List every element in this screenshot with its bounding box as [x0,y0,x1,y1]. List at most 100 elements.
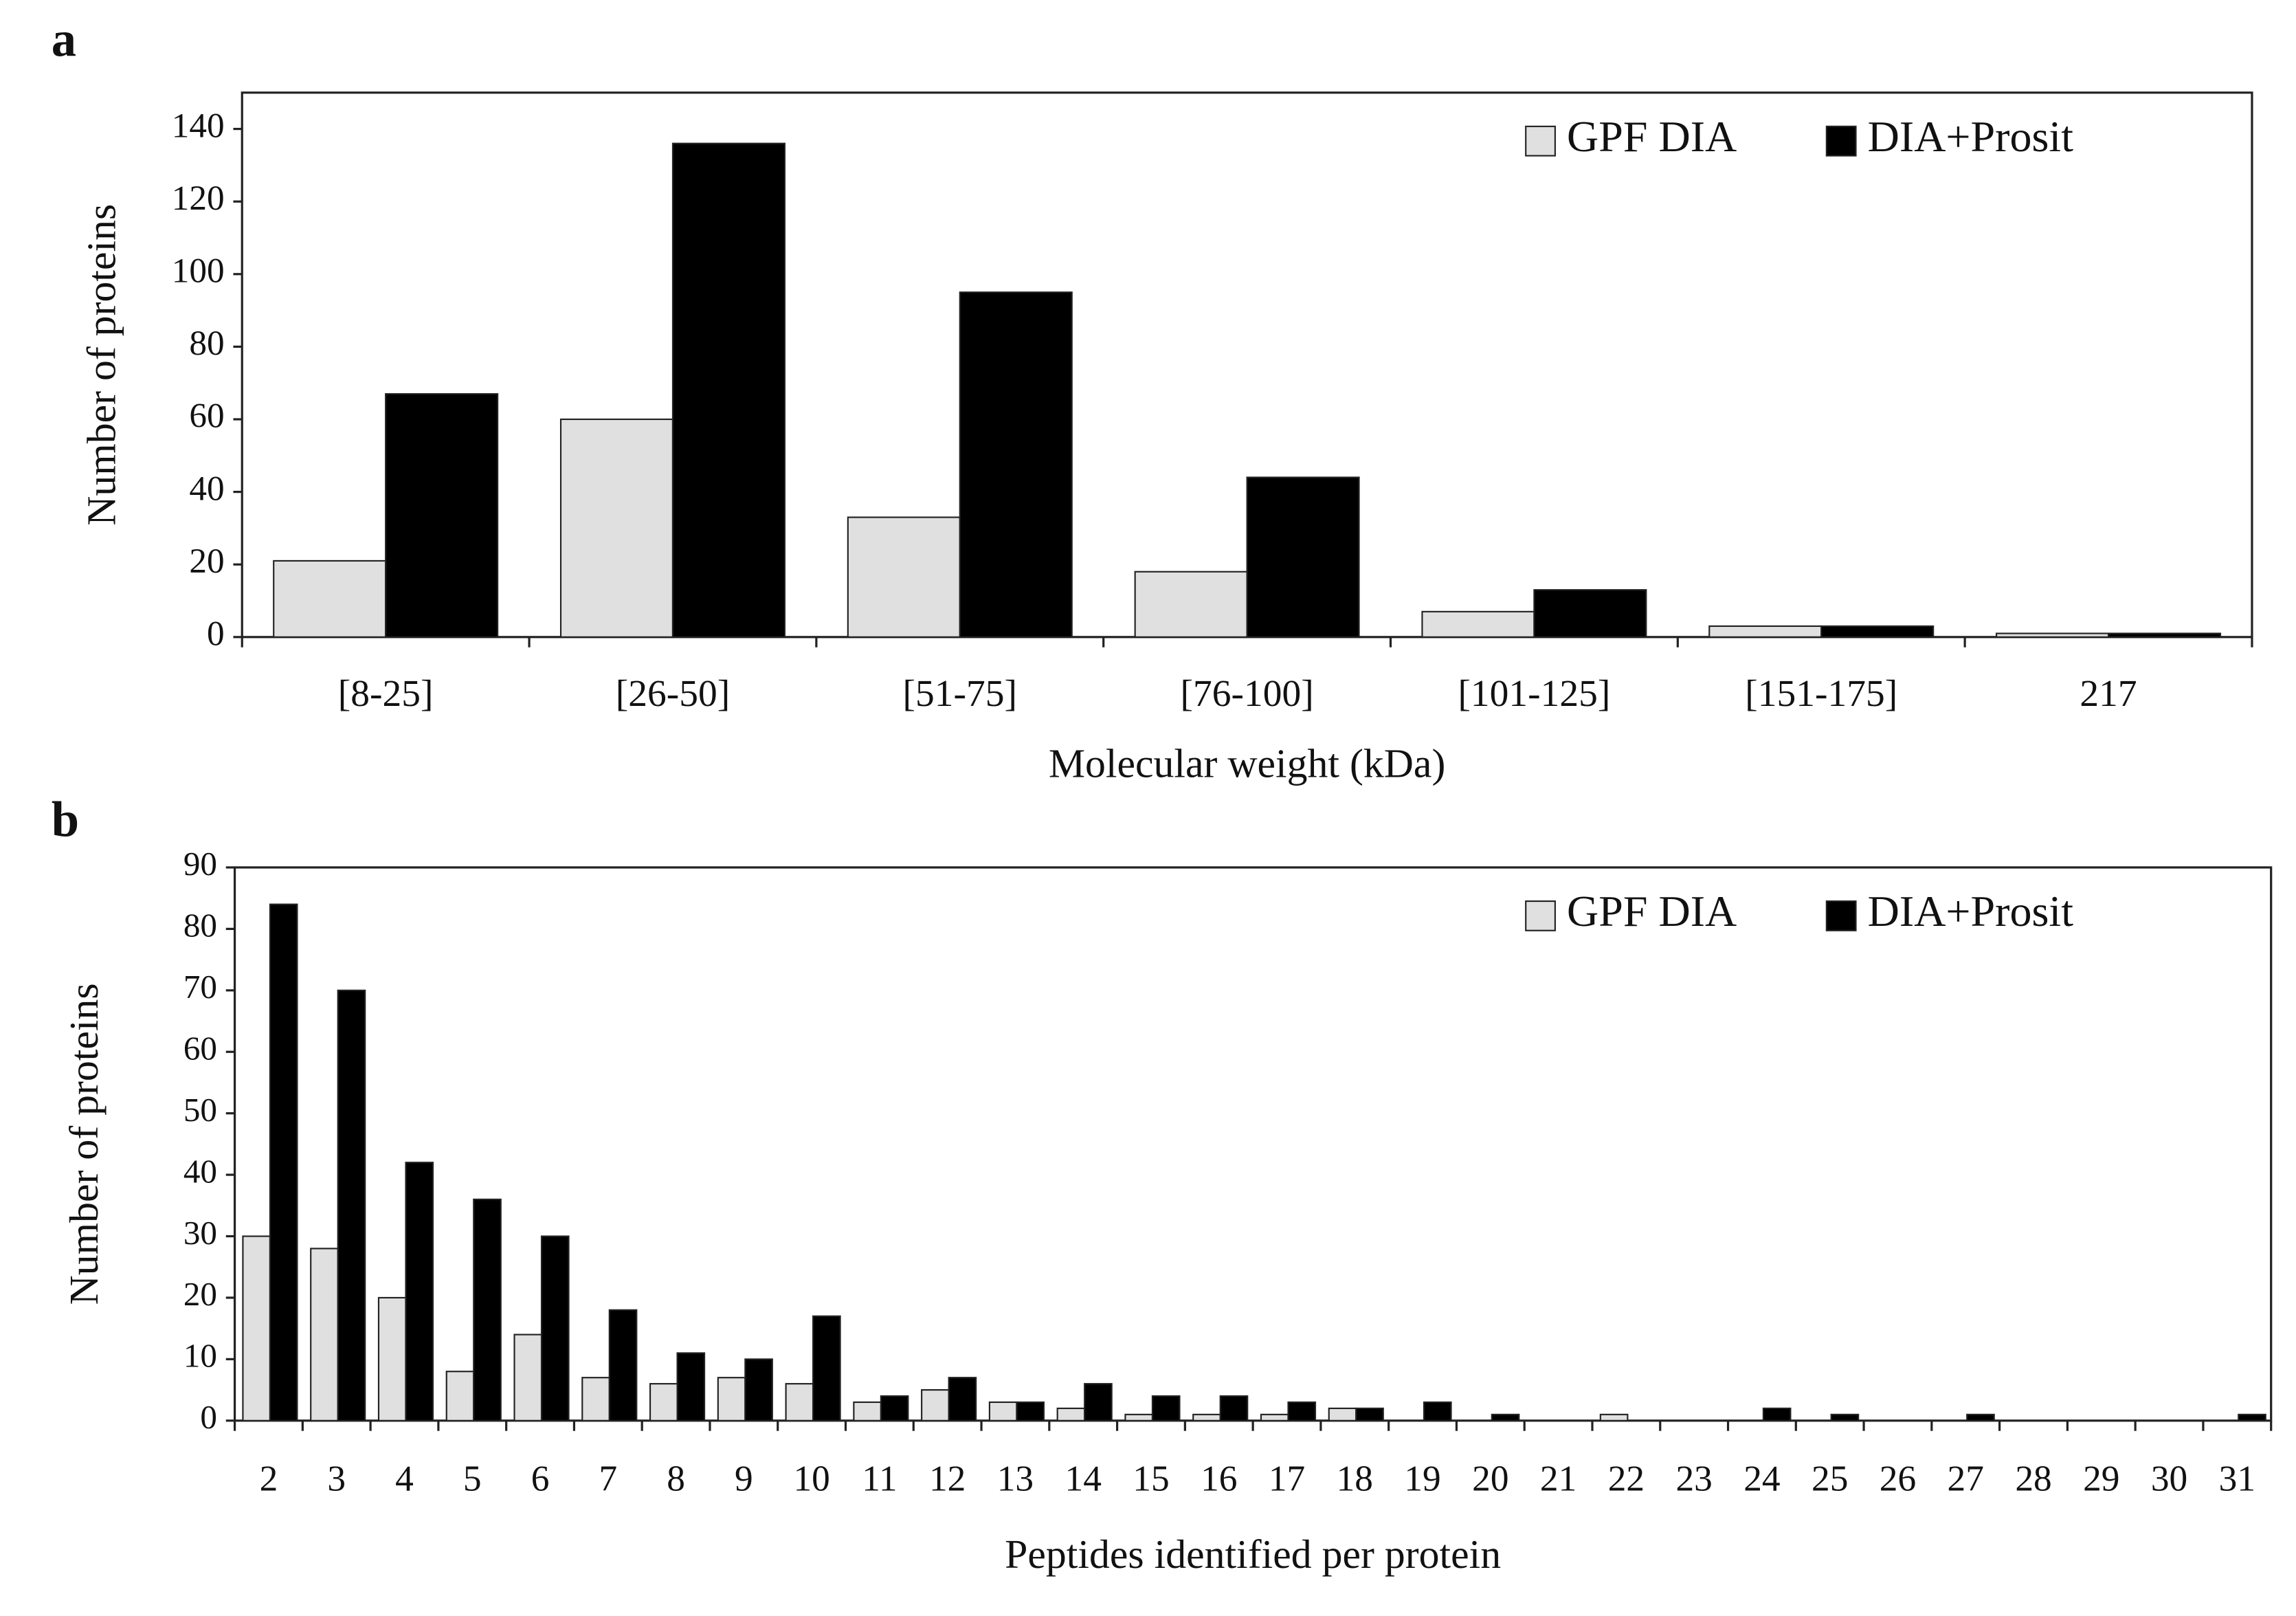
y-tick-label: 140 [172,106,225,145]
bar [1056,1407,1086,1421]
x-tick-label: 14 [1065,1458,1102,1499]
x-tick-label: 12 [929,1458,966,1499]
bar [1246,476,1360,638]
y-tick-label: 10 [183,1337,217,1375]
x-tick-label: 15 [1133,1458,1169,1499]
bar [513,1333,543,1421]
bar [2238,1413,2266,1421]
x-tick-label: 5 [463,1458,482,1499]
plot-frame [233,866,2273,1422]
x-tick-label: 8 [667,1458,685,1499]
y-tick-label: 20 [183,1275,217,1313]
bar [337,989,366,1421]
bar [1830,1413,1860,1421]
y-tick-label: 0 [200,1398,217,1436]
legend-swatch [1825,900,1857,931]
bar [717,1377,746,1421]
bar [1996,632,2110,638]
bar [405,1162,434,1421]
x-tick-label: 24 [1743,1458,1780,1499]
x-tick-label: 16 [1201,1458,1237,1499]
y-tick-label: 70 [183,968,217,1006]
bar [1762,1407,1792,1421]
y-tick-label: 60 [183,1030,217,1067]
bar [385,392,499,638]
x-tick-label: [76-100] [1180,673,1313,715]
bar [1533,589,1647,638]
bar [880,1395,909,1421]
bar [948,1377,977,1421]
x-tick-label: 30 [2151,1458,2187,1499]
x-tick-label: [51-75] [903,673,1017,715]
x-tick-label: [101-125] [1458,673,1610,715]
bar [1151,1395,1181,1421]
bar [676,1352,706,1421]
legend-swatch [1525,125,1556,157]
bar [988,1401,1018,1421]
bar [847,516,961,638]
y-tick-label: 30 [183,1214,217,1252]
bar [1328,1407,1357,1421]
x-tick-label: 26 [1880,1458,1916,1499]
y-axis-title: Number of proteins [78,204,124,526]
bar [1192,1413,1221,1421]
legend-label: GPF DIA [1567,887,1737,936]
bar [1084,1383,1113,1421]
x-tick-label: 21 [1540,1458,1576,1499]
x-tick-label: 20 [1472,1458,1508,1499]
panel-label: b [52,792,79,848]
bar [1708,625,1823,638]
bar [581,1377,610,1421]
x-tick-label: 29 [2083,1458,2119,1499]
x-tick-label: 31 [2219,1458,2255,1499]
x-tick-label: [151-175] [1745,673,1897,715]
legend-label: DIA+Prosit [1868,887,2074,936]
bar [269,903,298,1421]
bar [242,1235,271,1421]
x-tick-label: 11 [862,1458,897,1499]
panel-label: a [52,11,76,67]
y-tick-label: 80 [183,907,217,944]
x-tick-label: 22 [1608,1458,1645,1499]
bar [559,418,674,638]
bar [1287,1401,1317,1421]
y-tick-label: 20 [189,542,224,581]
x-tick-label: [8-25] [338,673,434,715]
x-tick-label: 2 [260,1458,278,1499]
y-axis-title: Number of proteins [61,983,107,1305]
bar [649,1383,678,1421]
bar [473,1198,502,1421]
bar [273,560,387,638]
x-tick-label: 18 [1337,1458,1373,1499]
y-tick-label: 60 [189,397,224,436]
x-tick-label: 4 [395,1458,414,1499]
x-tick-label: 19 [1404,1458,1440,1499]
y-tick-label: 100 [172,252,225,291]
x-tick-label: 3 [327,1458,346,1499]
bar [1355,1407,1384,1421]
bar [1260,1413,1289,1421]
x-tick-label: 17 [1269,1458,1305,1499]
x-axis-title: Peptides identified per protein [1005,1531,1501,1577]
y-tick-label: 120 [172,179,225,218]
bar [1966,1413,1995,1421]
x-tick-label: 13 [997,1458,1034,1499]
bar [812,1315,841,1421]
y-tick-label: 50 [183,1091,217,1129]
x-tick-label: 9 [735,1458,753,1499]
y-tick-label: 80 [189,324,224,363]
x-tick-label: 23 [1675,1458,1712,1499]
y-tick-label: 40 [189,469,224,508]
bar [1820,625,1935,638]
legend-label: GPF DIA [1567,112,1737,161]
bar [1124,1413,1154,1421]
bar [310,1248,339,1421]
y-tick-label: 90 [183,845,217,883]
bar [921,1389,950,1421]
bar [445,1371,475,1421]
bar [785,1383,814,1421]
bar [853,1401,882,1421]
bar [1423,1401,1452,1421]
bar [377,1296,407,1421]
